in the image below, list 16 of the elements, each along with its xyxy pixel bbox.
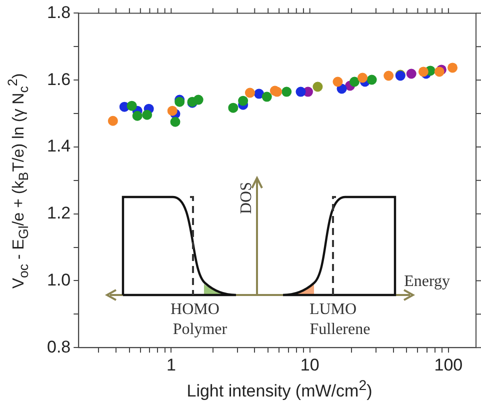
x-axis-title: Light intensity (mW/cm$^{2}$) xyxy=(186,378,374,402)
y-tick-label: 0.8 xyxy=(46,337,71,356)
annotation: DOS xyxy=(238,182,255,214)
annotation: LUMO xyxy=(309,301,357,318)
y-tick-label: 1.8 xyxy=(46,2,71,22)
x-tick-label: 1 xyxy=(166,355,176,374)
annotation: Polymer xyxy=(172,321,228,338)
x-tick-label: 10 xyxy=(300,355,320,374)
annotation: Fullerene xyxy=(310,321,370,338)
annotation: Energy xyxy=(404,273,450,290)
y-tick-label: 1.0 xyxy=(46,270,71,290)
annotation: HOMO xyxy=(170,301,220,318)
y-tick-label: 1.2 xyxy=(46,204,71,223)
x-tick-label: 100 xyxy=(434,355,463,374)
y-tick-label: 1.6 xyxy=(46,70,71,89)
y-tick-label: 1.4 xyxy=(46,136,71,156)
